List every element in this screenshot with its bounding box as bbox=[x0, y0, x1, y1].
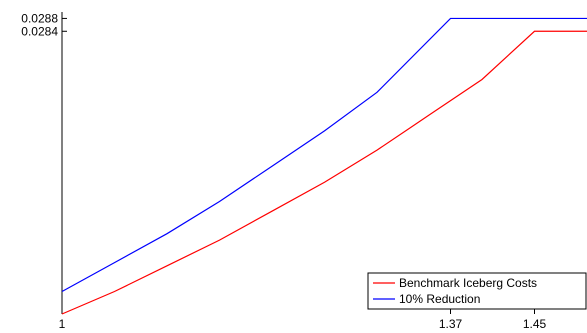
y-tick-label: 0.0288 bbox=[21, 11, 58, 25]
series-line-2 bbox=[61, 17, 587, 293]
x-tick-label: 1.45 bbox=[523, 317, 547, 331]
series bbox=[61, 17, 587, 315]
legend-label-1: Benchmark Iceberg Costs bbox=[399, 276, 537, 290]
y-tick-label: 0.0284 bbox=[21, 24, 58, 38]
x-tick-label: 1 bbox=[59, 317, 66, 331]
legend-label-2: 10% Reduction bbox=[399, 292, 480, 306]
legend-box bbox=[367, 272, 587, 310]
x-tick-label: 1.37 bbox=[439, 317, 463, 331]
legend: Benchmark Iceberg Costs 10% Reduction bbox=[367, 272, 587, 310]
series-line-1 bbox=[61, 30, 587, 315]
